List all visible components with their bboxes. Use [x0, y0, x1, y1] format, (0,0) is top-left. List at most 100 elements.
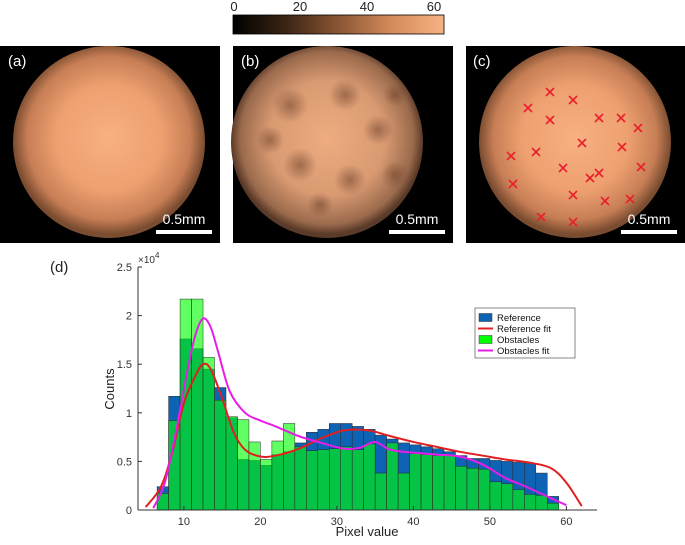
marker-stroke — [594, 113, 604, 123]
obstacle-marker — [558, 163, 568, 173]
histogram-bar — [397, 472, 410, 511]
histogram-bar — [202, 357, 215, 511]
legend-entry: Reference — [478, 313, 541, 324]
obstacle-marker — [536, 212, 546, 222]
histogram-bar — [317, 449, 330, 511]
histogram-bar — [478, 468, 491, 511]
histogram-panel: (d) 10 20 30 40 50 60 0 0.5 1 1.5 2 2.5 Pixel value… — [50, 251, 597, 539]
obstacle-marker — [633, 123, 643, 133]
shadow-spot — [383, 83, 407, 107]
obstacle-marker — [625, 194, 635, 204]
obstacle-shadows — [256, 79, 409, 218]
y-axis-exponent-power: 4 — [155, 251, 160, 260]
obstacle-marker — [577, 138, 587, 148]
legend-swatch — [478, 335, 493, 344]
y-tick-label: 2 — [126, 311, 132, 323]
panel-label: (a) — [8, 53, 26, 70]
histogram-bar — [225, 416, 238, 511]
histogram-bar — [237, 419, 250, 511]
marker-stroke — [508, 179, 518, 189]
marker-stroke — [568, 217, 578, 227]
histogram-bar — [455, 466, 468, 511]
colorbar-tick-label: 40 — [360, 0, 374, 14]
obstacle-marker — [617, 142, 627, 152]
colorbar: 0 20 40 60 — [230, 0, 445, 35]
histogram-bar — [432, 455, 445, 511]
scale-bar — [389, 230, 445, 234]
legend-entry: Obstacles — [478, 335, 539, 346]
marker-stroke — [616, 113, 626, 123]
y-tick-label: 2.5 — [117, 262, 132, 274]
y-axis-exponent-base: ×10 — [138, 255, 155, 266]
marker-stroke — [636, 162, 646, 172]
y-tick-label: 0.5 — [117, 456, 132, 468]
y-axis-label: Counts — [102, 368, 117, 410]
histogram-bar — [351, 449, 364, 511]
obstacle-marker — [636, 162, 646, 172]
shadow-spot — [363, 115, 393, 145]
panel-c: (c) 0.5mm — [466, 46, 685, 243]
obstacle-marker — [506, 151, 516, 161]
obstacle-marker — [594, 168, 604, 178]
fit-line-reference-fit — [144, 362, 583, 508]
obstacle-marker — [600, 196, 610, 206]
obstacle-marker — [531, 147, 541, 157]
x-tick-label: 50 — [484, 516, 496, 528]
y-tick-label: 1 — [126, 408, 132, 420]
histogram-bar — [363, 443, 376, 511]
shadow-spot — [283, 148, 317, 182]
obstacle-marker — [616, 113, 626, 123]
obstacle-marker — [545, 87, 555, 97]
x-tick-label: 60 — [560, 516, 572, 528]
marker-stroke — [536, 212, 546, 222]
histogram-bar — [501, 483, 514, 511]
colorbar-tick-label: 60 — [427, 0, 441, 14]
histogram-bar — [294, 446, 307, 511]
obstacle-marker — [568, 190, 578, 200]
marker-stroke — [568, 190, 578, 200]
histogram-bar — [260, 459, 273, 511]
marker-stroke — [568, 95, 578, 105]
marker-stroke — [600, 196, 610, 206]
marker-stroke — [617, 142, 627, 152]
obstacle-marker — [568, 95, 578, 105]
legend-swatch — [478, 313, 493, 322]
scale-bar-label: 0.5mm — [628, 211, 671, 227]
shadow-spot — [381, 161, 409, 189]
marker-stroke — [625, 194, 635, 204]
obstacle-marker — [508, 179, 518, 189]
histogram-bar — [271, 440, 284, 511]
histogram-bar — [214, 399, 227, 511]
marker-stroke — [585, 173, 595, 183]
marker-stroke — [531, 147, 541, 157]
fiber-disc — [13, 46, 205, 238]
legend-entry: Reference fit — [478, 324, 551, 335]
legend-label: Obstacles — [497, 335, 539, 346]
panel-label: (b) — [241, 53, 259, 70]
shadow-spot — [256, 126, 284, 154]
y-tick-label: 1.5 — [117, 359, 132, 371]
series-obstacles — [156, 298, 560, 511]
histogram-bar — [547, 502, 560, 511]
legend-label: Reference fit — [497, 324, 551, 335]
scale-bar — [156, 230, 212, 234]
histogram-bar — [443, 455, 456, 511]
histogram-bar — [168, 420, 181, 511]
histogram-bars — [156, 298, 560, 511]
marker-stroke — [577, 138, 587, 148]
x-axis-label: Pixel value — [336, 524, 399, 539]
histogram-bar — [283, 423, 296, 511]
fit-line-obstacles-fit — [152, 317, 567, 509]
marker-stroke — [594, 168, 604, 178]
marker-stroke — [545, 87, 555, 97]
y-axis-exponent: ×104 — [138, 251, 160, 266]
axes: 10 20 30 40 50 60 0 0.5 1 1.5 2 2.5 — [117, 262, 597, 528]
panel-a: (a) 0.5mm — [0, 46, 220, 243]
histogram-bar — [489, 481, 502, 511]
scale-bar-label: 0.5mm — [163, 211, 206, 227]
shadow-spot — [307, 192, 333, 218]
x-tick-label: 20 — [254, 516, 266, 528]
y-tick-label: 0 — [126, 505, 132, 517]
histogram-bar — [386, 442, 399, 511]
shadow-spot — [334, 164, 366, 196]
